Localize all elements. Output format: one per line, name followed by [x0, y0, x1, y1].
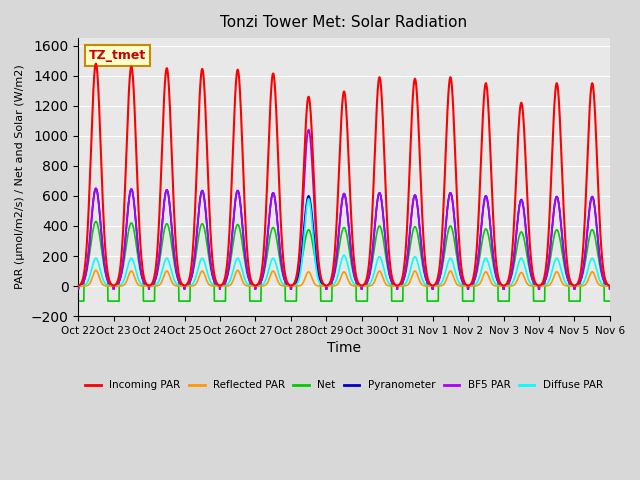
- Title: Tonzi Tower Met: Solar Radiation: Tonzi Tower Met: Solar Radiation: [221, 15, 468, 30]
- Y-axis label: PAR (μmol/m2/s) / Net and Solar (W/m2): PAR (μmol/m2/s) / Net and Solar (W/m2): [15, 65, 25, 289]
- Text: TZ_tmet: TZ_tmet: [89, 49, 146, 62]
- Legend: Incoming PAR, Reflected PAR, Net, Pyranometer, BF5 PAR, Diffuse PAR: Incoming PAR, Reflected PAR, Net, Pyrano…: [81, 376, 607, 395]
- X-axis label: Time: Time: [327, 341, 361, 355]
